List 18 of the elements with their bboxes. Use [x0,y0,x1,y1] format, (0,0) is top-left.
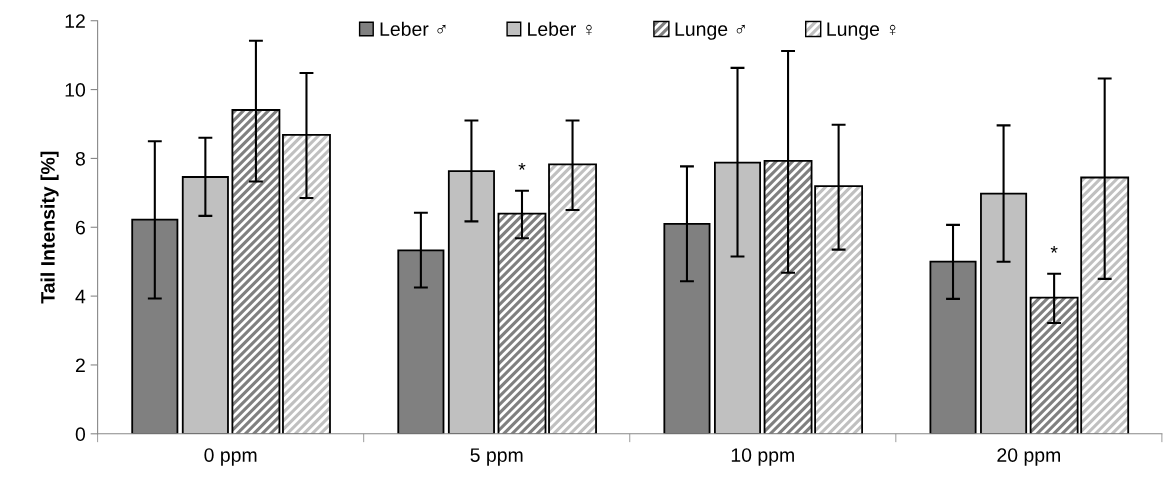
legend-label: Lunge ♀ [827,22,896,40]
legend-label: Leber ♀ [528,21,592,36]
data-label: * [518,163,526,170]
data-label: * [1050,246,1058,253]
legend-label: Leber ♂ [380,21,446,36]
legend-label: Lunge ♂ [675,22,745,40]
y-tick-label: 8 [75,151,85,166]
x-tick-label: 10 ppm [731,448,794,466]
x-tick-label: 0 ppm [204,448,257,466]
x-tick-label: 5 ppm [470,448,523,466]
x-tick-label: 20 ppm [997,448,1060,466]
y-tick-label: 6 [75,220,85,235]
y-tick-label: 4 [75,289,86,304]
y-tick-label: 10 [65,83,86,97]
y-tick-label: 0 [75,427,86,442]
y-tick-label: 12 [65,14,85,28]
y-axis-title: Tail Intensity [%] [40,151,59,304]
y-tick-label: 2 [75,358,85,372]
